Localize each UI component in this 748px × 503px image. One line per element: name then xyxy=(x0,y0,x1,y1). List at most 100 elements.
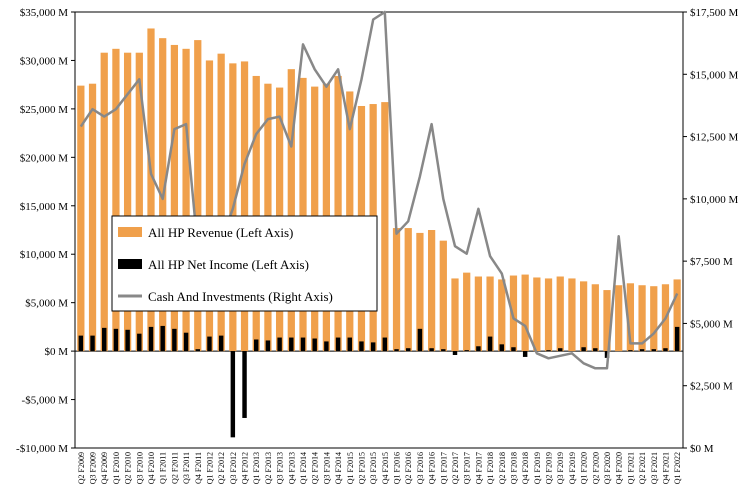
net-income-bar xyxy=(113,328,119,352)
net-income-bar xyxy=(522,351,528,357)
net-income-bar xyxy=(394,349,399,352)
x-tick-label: Q1 F2019 xyxy=(533,452,542,484)
x-tick-label: Q4 F2009 xyxy=(100,452,109,484)
right-tick-label: $15,000 M xyxy=(690,69,739,81)
x-tick-label: Q4 F2018 xyxy=(521,452,530,484)
x-tick-label: Q4 F2019 xyxy=(568,452,577,484)
x-tick-label: Q2 F2010 xyxy=(124,452,133,484)
net-income-bar xyxy=(581,347,586,352)
revenue-bar xyxy=(416,232,424,352)
x-tick-label: Q1 F2016 xyxy=(393,452,402,484)
revenue-bar xyxy=(673,279,681,352)
x-tick-label: Q3 F2021 xyxy=(650,452,659,484)
net-income-bar xyxy=(265,340,271,352)
revenue-bar xyxy=(474,276,483,352)
x-tick-label: Q2 F2014 xyxy=(311,452,320,484)
net-income-bar xyxy=(78,335,84,352)
legend-label-cash: Cash And Investments (Right Axis) xyxy=(148,289,333,304)
x-tick-label: Q1 F2015 xyxy=(346,452,355,484)
net-income-bar xyxy=(335,337,341,352)
x-tick-label: Q4 F2021 xyxy=(661,452,670,484)
legend-label-net-income: All HP Net Income (Left Axis) xyxy=(148,257,309,272)
x-tick-label: Q2 F2018 xyxy=(498,452,507,484)
left-tick-label: $25,000 M xyxy=(20,104,69,116)
legend-box xyxy=(111,215,378,312)
left-tick-label: -$5,000 M xyxy=(22,395,69,407)
net-income-bar xyxy=(499,344,504,352)
revenue-bar xyxy=(498,279,506,352)
net-income-bar xyxy=(312,338,317,352)
x-tick-label: Q4 F2014 xyxy=(334,452,343,484)
revenue-bar xyxy=(252,75,260,352)
revenue-bar xyxy=(615,285,623,352)
revenue-bar xyxy=(381,102,389,352)
revenue-bar xyxy=(568,278,576,352)
net-income-bar xyxy=(102,327,107,352)
net-income-bar xyxy=(476,346,481,352)
net-income-bar xyxy=(324,341,329,352)
left-tick-label: $20,000 M xyxy=(20,152,69,164)
x-tick-label: Q1 F2010 xyxy=(112,452,121,484)
x-tick-label: Q1 F2020 xyxy=(580,452,589,484)
net-income-bar xyxy=(546,350,551,352)
x-tick-label: Q2 F2017 xyxy=(451,452,460,484)
x-tick-label: Q1 F2013 xyxy=(252,452,261,484)
revenue-bar xyxy=(638,285,646,352)
right-tick-label: $2,500 M xyxy=(690,381,733,393)
revenue-bar xyxy=(439,240,447,352)
x-tick-label: Q3 F2017 xyxy=(463,452,472,484)
revenue-bar xyxy=(170,44,179,352)
left-tick-label: $35,000 M xyxy=(20,7,69,19)
revenue-bar xyxy=(603,290,611,352)
net-income-bar xyxy=(218,335,224,352)
revenue-bar xyxy=(486,276,494,352)
revenue-bar xyxy=(544,278,553,352)
x-tick-label: Q2 F2011 xyxy=(170,452,179,484)
x-tick-label: Q4 F2013 xyxy=(287,452,296,484)
net-income-bar xyxy=(347,337,352,352)
net-income-bar xyxy=(242,351,247,418)
x-tick-label: Q1 F2022 xyxy=(673,452,682,484)
x-tick-label: Q3 F2014 xyxy=(322,452,331,484)
net-income-bar xyxy=(452,351,458,355)
x-tick-label: Q3 F2018 xyxy=(509,452,518,484)
net-income-bar xyxy=(183,332,189,352)
plot-border xyxy=(74,11,684,449)
revenue-bar xyxy=(626,283,635,352)
revenue-bar xyxy=(650,286,658,352)
legend-label-revenue: All HP Revenue (Left Axis) xyxy=(148,225,293,240)
revenue-bar xyxy=(334,75,342,352)
left-tick-label: -$10,000 M xyxy=(16,443,68,455)
net-income-bar xyxy=(651,349,656,352)
revenue-bar xyxy=(100,52,108,352)
net-income-bars xyxy=(78,325,680,438)
net-income-bar xyxy=(254,339,259,352)
net-income-bar xyxy=(207,336,212,352)
revenue-bar xyxy=(533,277,541,352)
right-tick-label: $7,500 M xyxy=(690,256,733,268)
right-axis: $0 M $2,500 M $5,000 M $7,500 M $10,000 M $12… xyxy=(683,7,739,455)
left-tick-label: $30,000 M xyxy=(20,55,69,67)
net-income-bar xyxy=(277,337,282,352)
revenue-bar xyxy=(77,85,85,352)
net-income-bar xyxy=(195,349,200,352)
x-tick-label: Q1 F2017 xyxy=(439,452,448,484)
x-tick-label: Q4 F2012 xyxy=(241,452,250,484)
net-income-bar xyxy=(300,337,306,352)
x-tick-label: Q2 F2013 xyxy=(264,452,273,484)
net-income-bar xyxy=(289,337,294,352)
x-tick-label: Q1 F2014 xyxy=(299,452,308,484)
x-tick-label: Q3 F2012 xyxy=(229,452,238,484)
net-income-bar xyxy=(90,335,95,352)
revenue-bar xyxy=(194,40,202,352)
cash-line-series xyxy=(79,10,679,370)
net-income-bar xyxy=(511,347,516,352)
net-income-bar xyxy=(160,325,165,352)
x-tick-label: Q4 F2010 xyxy=(147,452,156,484)
revenue-bar xyxy=(404,228,412,352)
net-income-bar xyxy=(441,349,446,352)
net-income-bar xyxy=(370,342,376,352)
x-tick-label: Q1 F2011 xyxy=(159,452,168,484)
revenue-bar xyxy=(112,48,120,352)
